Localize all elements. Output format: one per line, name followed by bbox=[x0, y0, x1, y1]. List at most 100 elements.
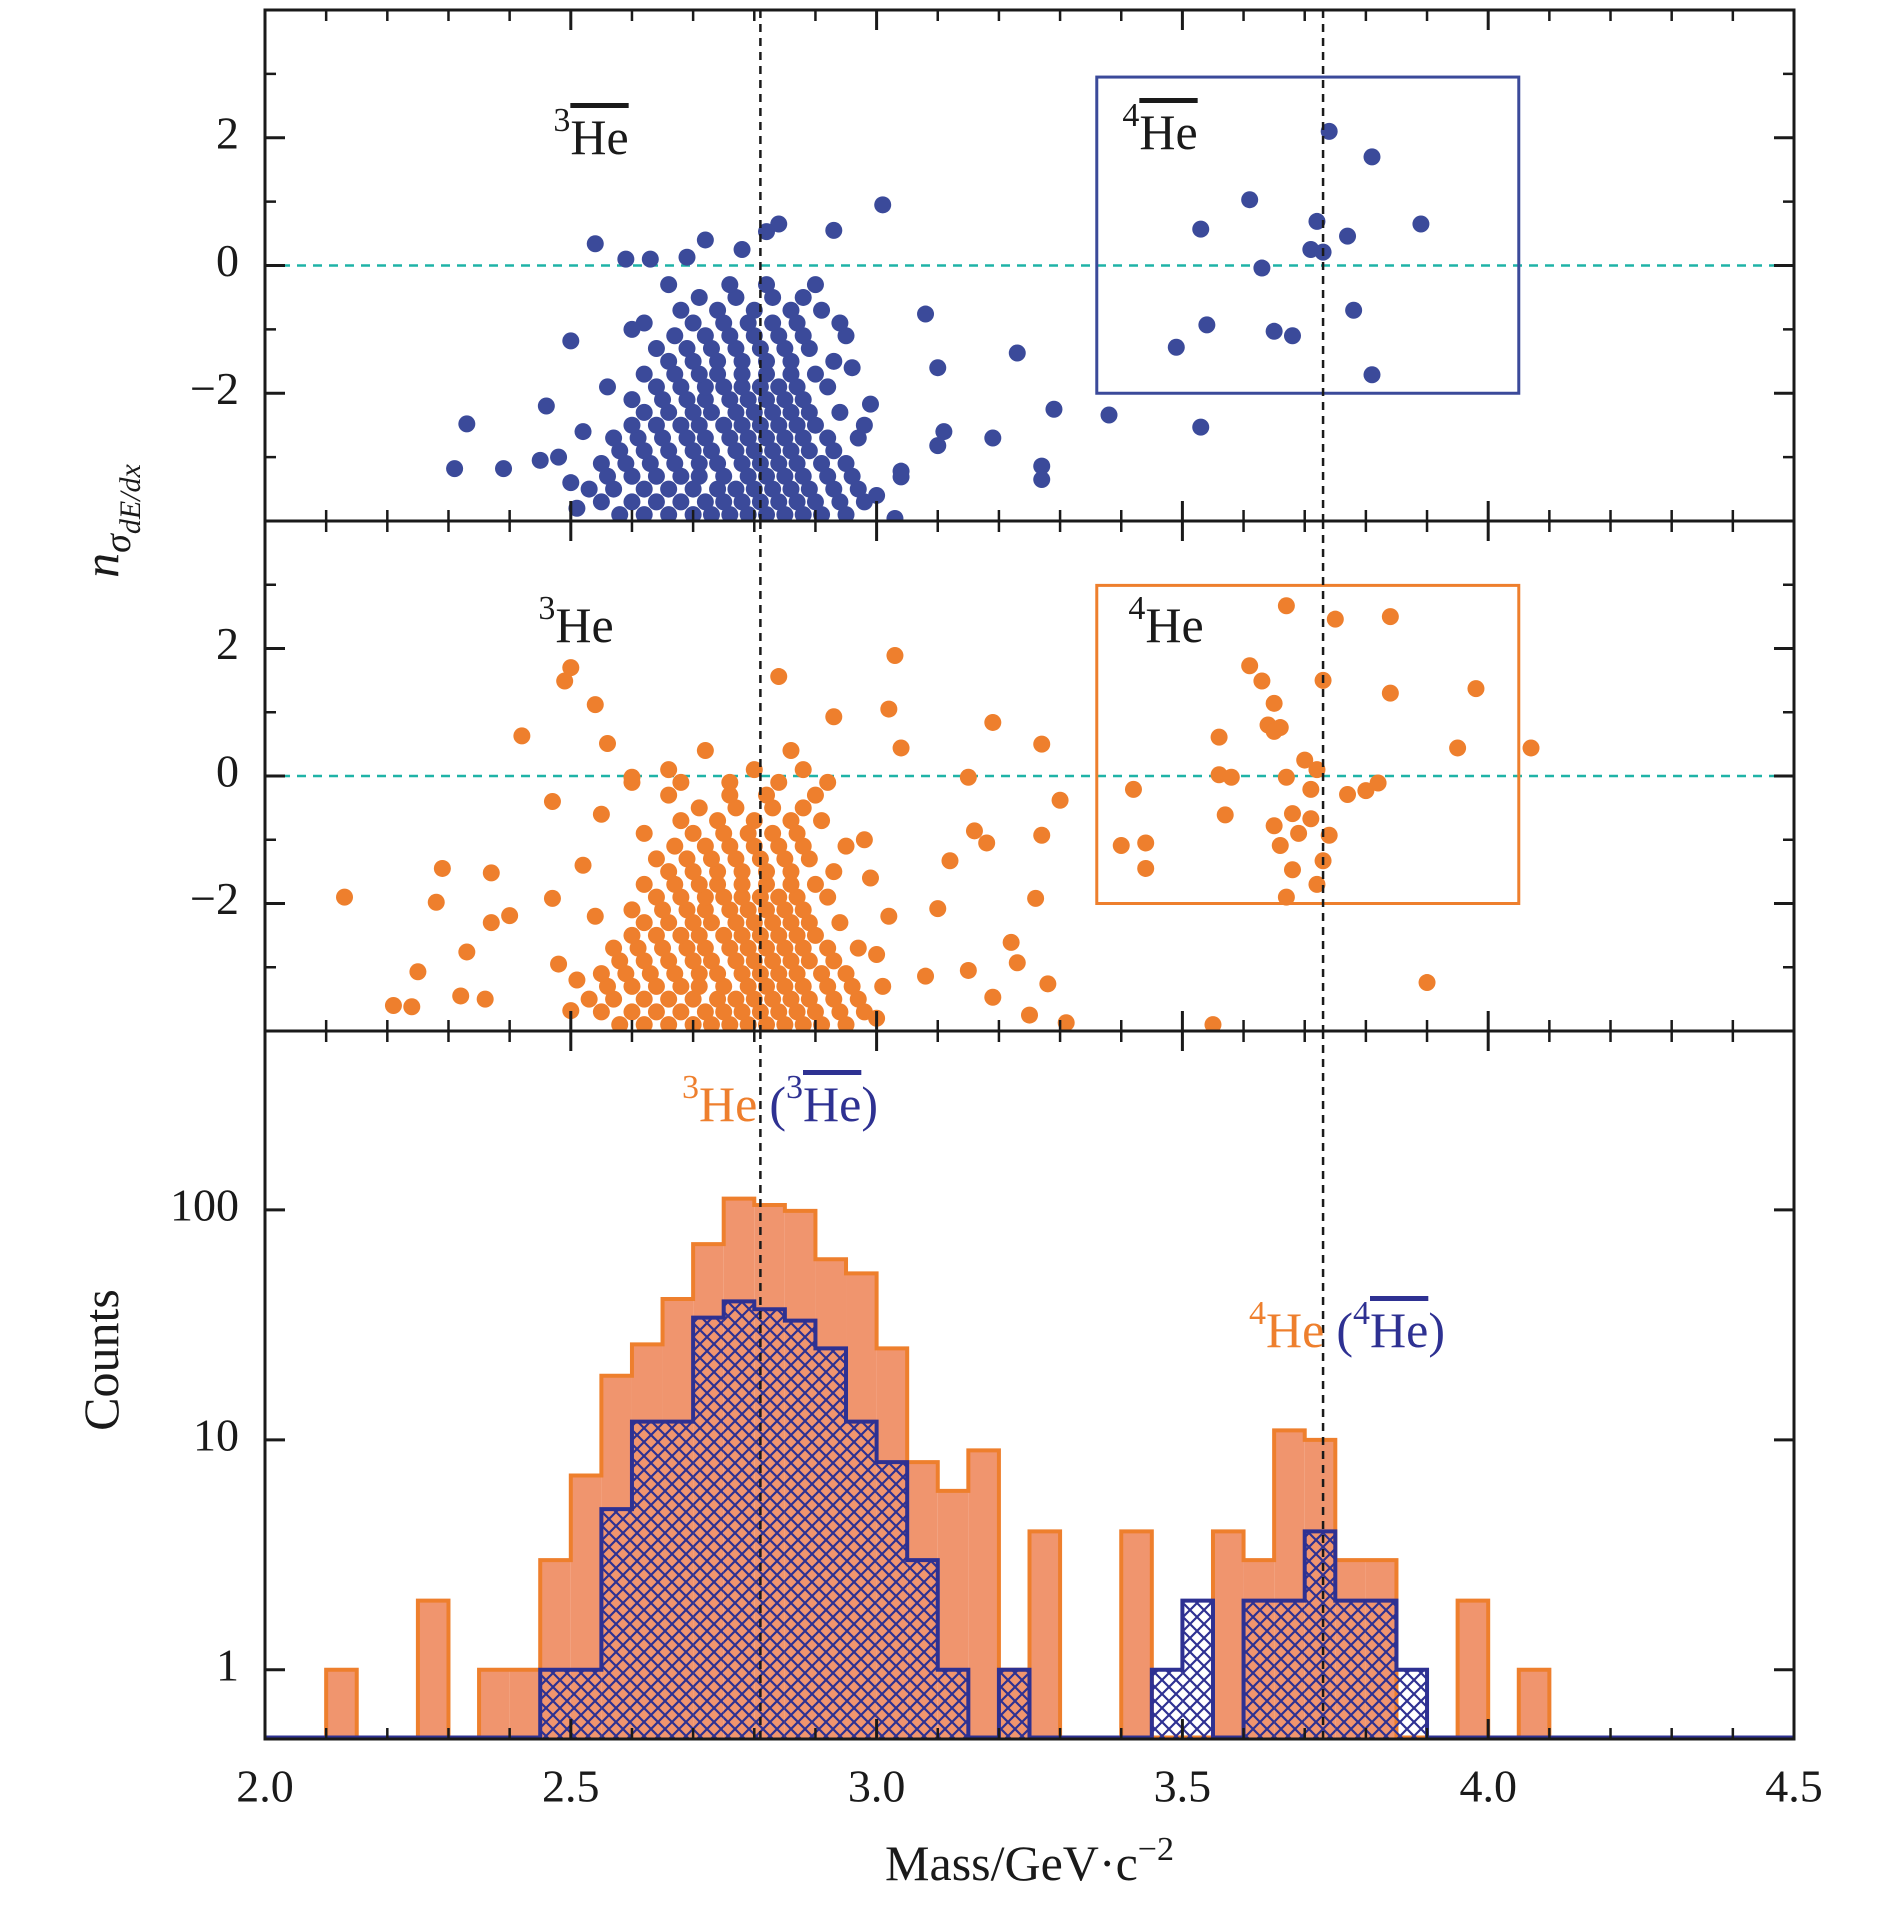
point bbox=[336, 888, 354, 906]
point bbox=[647, 416, 665, 434]
point bbox=[758, 875, 776, 893]
point bbox=[592, 965, 610, 983]
hist-bar bbox=[1121, 1531, 1152, 1739]
point bbox=[702, 914, 720, 932]
point bbox=[666, 837, 684, 855]
point bbox=[629, 429, 647, 447]
point bbox=[800, 952, 818, 970]
point bbox=[739, 901, 757, 919]
point bbox=[427, 893, 445, 911]
point bbox=[727, 990, 745, 1008]
point bbox=[611, 442, 629, 460]
point bbox=[806, 276, 824, 294]
point bbox=[813, 965, 831, 983]
point bbox=[825, 863, 843, 881]
point bbox=[592, 805, 610, 823]
point bbox=[1033, 826, 1051, 844]
point bbox=[831, 314, 849, 332]
label-part: He bbox=[570, 109, 628, 165]
point bbox=[586, 907, 604, 925]
point bbox=[623, 391, 641, 409]
point bbox=[543, 889, 561, 907]
point bbox=[696, 327, 714, 345]
point bbox=[1222, 768, 1240, 786]
point bbox=[1363, 148, 1381, 166]
point bbox=[709, 301, 727, 319]
point bbox=[758, 977, 776, 995]
point bbox=[654, 391, 672, 409]
point bbox=[794, 429, 812, 447]
point bbox=[727, 288, 745, 306]
point bbox=[702, 952, 720, 970]
point bbox=[1467, 680, 1485, 698]
point bbox=[819, 939, 837, 957]
point bbox=[868, 486, 886, 504]
point bbox=[1124, 780, 1142, 798]
point bbox=[733, 493, 751, 511]
point bbox=[745, 990, 763, 1008]
point bbox=[788, 493, 806, 511]
point bbox=[745, 480, 763, 498]
point bbox=[550, 448, 568, 466]
point bbox=[868, 946, 886, 963]
point bbox=[770, 416, 788, 434]
point bbox=[770, 455, 788, 473]
point bbox=[745, 812, 763, 830]
point bbox=[721, 939, 739, 957]
label-part: He bbox=[1139, 104, 1197, 160]
point bbox=[727, 442, 745, 460]
point bbox=[1033, 735, 1051, 753]
point bbox=[855, 831, 873, 849]
x-tick-label: 3.5 bbox=[1154, 1761, 1212, 1812]
point bbox=[641, 965, 659, 983]
label: 4He (4He) bbox=[1249, 1295, 1445, 1359]
point bbox=[819, 888, 837, 906]
point bbox=[1277, 888, 1295, 906]
hist-bar bbox=[1182, 1600, 1213, 1739]
point bbox=[825, 708, 843, 726]
hist-bar bbox=[1335, 1600, 1366, 1739]
label-part: ) bbox=[1428, 1302, 1445, 1358]
hist-bar bbox=[754, 1309, 785, 1739]
point bbox=[788, 416, 806, 434]
point bbox=[892, 462, 910, 480]
point bbox=[800, 442, 818, 460]
label: nσdE/dx bbox=[73, 463, 147, 577]
point bbox=[825, 480, 843, 498]
point bbox=[562, 474, 580, 492]
point bbox=[929, 437, 947, 455]
point bbox=[788, 1003, 806, 1021]
point bbox=[837, 327, 855, 345]
point bbox=[660, 952, 678, 970]
y-tick-label: 1 bbox=[216, 1639, 239, 1690]
y-tick-label: 2 bbox=[216, 618, 239, 669]
label-part: Counts bbox=[73, 1289, 129, 1431]
point bbox=[592, 493, 610, 511]
point bbox=[660, 506, 678, 521]
point bbox=[892, 739, 910, 757]
label-part: n bbox=[73, 553, 129, 578]
point bbox=[758, 276, 776, 294]
point bbox=[690, 455, 708, 473]
point bbox=[574, 856, 592, 874]
point bbox=[666, 965, 684, 983]
point bbox=[384, 997, 402, 1014]
point bbox=[709, 480, 727, 498]
point bbox=[715, 888, 733, 906]
point bbox=[409, 963, 427, 981]
point bbox=[1265, 694, 1283, 712]
point bbox=[660, 352, 678, 370]
point bbox=[666, 455, 684, 473]
point bbox=[715, 378, 733, 396]
point bbox=[782, 352, 800, 370]
point bbox=[837, 965, 855, 983]
plot-area bbox=[265, 122, 1794, 521]
point bbox=[806, 416, 824, 434]
point bbox=[660, 276, 678, 294]
point bbox=[831, 1003, 849, 1021]
point bbox=[941, 852, 959, 870]
point bbox=[929, 359, 947, 377]
point bbox=[568, 499, 586, 517]
point bbox=[641, 455, 659, 473]
label-part: 4 bbox=[1249, 1295, 1266, 1332]
